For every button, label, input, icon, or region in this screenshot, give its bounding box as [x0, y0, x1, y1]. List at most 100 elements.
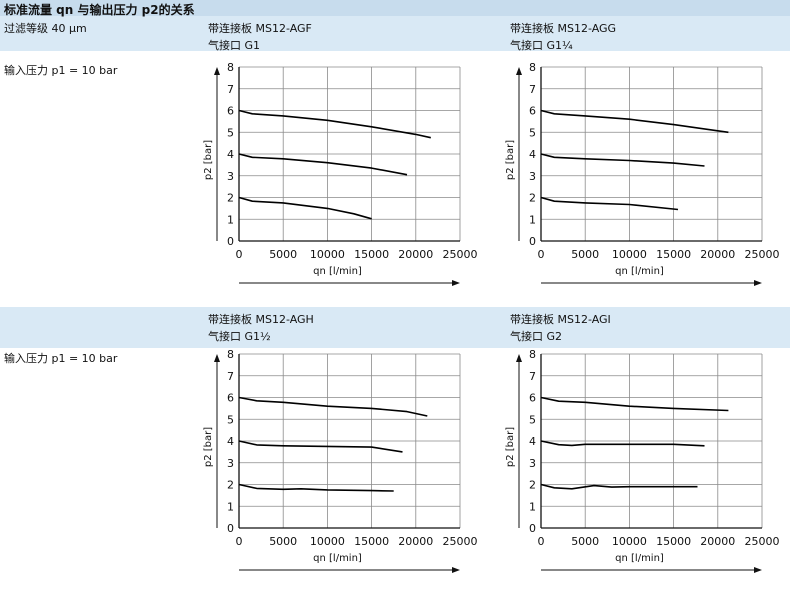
y-tick-label: 0 [529, 522, 536, 535]
y-tick-label: 6 [227, 105, 234, 118]
y-axis-label: p2 [bar] [203, 140, 214, 180]
y-axis-arrowhead [214, 67, 220, 75]
y-tick-label: 0 [227, 235, 234, 248]
y-tick-label: 4 [529, 435, 536, 448]
panel-4-plate: 带连接板 MS12-AGI [510, 313, 611, 326]
chart-agi: 0 5000 10000 15000 20000 25000 0 1 2 3 4 5 6 7 8 qn [l/… [505, 348, 780, 573]
chart-agf: 0 5000 10000 15000 20000 25000 0 1 2 3 4 5 6 7 8 qn [l/… [203, 61, 478, 286]
y-tick-label: 6 [529, 392, 536, 405]
x-axis-label: qn [l/min] [615, 553, 664, 564]
y-tick-label: 3 [227, 170, 234, 183]
chart-agh: 0 5000 10000 15000 20000 25000 0 1 2 3 4 5 6 7 8 qn [l/… [203, 348, 478, 573]
y-tick-label: 0 [529, 235, 536, 248]
y-tick-label: 3 [529, 457, 536, 470]
x-tick-label: 15000 [354, 535, 389, 548]
x-tick-label: 0 [538, 248, 545, 261]
x-tick-label: 20000 [398, 535, 433, 548]
x-tick-label: 20000 [398, 248, 433, 261]
y-tick-label: 3 [227, 457, 234, 470]
series-line-1 [238, 396, 428, 417]
y-axis-arrowhead [214, 354, 220, 362]
series-line-3 [238, 483, 394, 492]
y-tick-label: 4 [227, 435, 234, 448]
x-tick-label: 5000 [571, 248, 599, 261]
x-tick-label: 10000 [310, 248, 345, 261]
panel-4-port: 气接口 G2 [510, 330, 563, 343]
y-tick-label: 3 [529, 170, 536, 183]
x-axis-label: qn [l/min] [615, 266, 664, 277]
series-line-2 [238, 153, 408, 176]
y-tick-label: 1 [529, 213, 536, 226]
input-pressure-label-1: 输入压力 p1 = 10 bar [4, 64, 118, 77]
y-tick-label: 2 [529, 479, 536, 492]
y-tick-label: 7 [227, 370, 234, 383]
x-tick-label: 15000 [656, 535, 691, 548]
y-tick-label: 8 [227, 348, 234, 361]
panel-3-plate: 带连接板 MS12-AGH [208, 313, 314, 326]
panel-3-port: 气接口 G1½ [208, 330, 271, 343]
series-line-3 [238, 196, 372, 220]
y-axis-arrowhead [516, 67, 522, 75]
y-axis-arrowhead [516, 354, 522, 362]
x-tick-label: 5000 [269, 248, 297, 261]
y-tick-label: 4 [529, 148, 536, 161]
series-line-2 [540, 440, 705, 447]
x-axis-arrowhead [452, 567, 460, 573]
x-axis-arrowhead [452, 280, 460, 286]
y-tick-label: 1 [227, 213, 234, 226]
series-line-3 [540, 196, 679, 211]
y-tick-label: 8 [227, 61, 234, 74]
y-tick-label: 5 [227, 413, 234, 426]
y-tick-label: 5 [529, 413, 536, 426]
x-tick-label: 25000 [443, 248, 478, 261]
y-tick-label: 5 [227, 126, 234, 139]
x-tick-label: 20000 [700, 248, 735, 261]
y-axis-label: p2 [bar] [505, 140, 516, 180]
x-tick-label: 10000 [612, 248, 647, 261]
chart-agg: 0 5000 10000 15000 20000 25000 0 1 2 3 4 5 6 7 8 qn [l/… [505, 61, 780, 286]
series-line-1 [540, 109, 729, 134]
y-tick-label: 7 [529, 370, 536, 383]
x-tick-label: 25000 [443, 535, 478, 548]
x-tick-label: 0 [236, 248, 243, 261]
x-tick-label: 15000 [656, 248, 691, 261]
header-band-2 [0, 307, 790, 348]
panel-2-port: 气接口 G1¼ [510, 39, 573, 52]
y-tick-label: 7 [227, 83, 234, 96]
x-axis-label: qn [l/min] [313, 553, 362, 564]
x-tick-label: 10000 [612, 535, 647, 548]
page-title: 标准流量 qn 与输出压力 p2的关系 [4, 3, 195, 17]
x-tick-label: 20000 [700, 535, 735, 548]
y-tick-label: 7 [529, 83, 536, 96]
panel-1-plate: 带连接板 MS12-AGF [208, 22, 312, 35]
panel-1-port: 气接口 G1 [208, 39, 261, 52]
input-pressure-label-2: 输入压力 p1 = 10 bar [4, 352, 118, 365]
y-tick-label: 5 [529, 126, 536, 139]
x-tick-label: 5000 [269, 535, 297, 548]
y-tick-label: 0 [227, 522, 234, 535]
x-tick-label: 0 [236, 535, 243, 548]
x-tick-label: 5000 [571, 535, 599, 548]
title-bar [0, 0, 790, 16]
series-line-1 [540, 396, 729, 412]
x-tick-label: 10000 [310, 535, 345, 548]
y-tick-label: 1 [227, 500, 234, 513]
panel-2-plate: 带连接板 MS12-AGG [510, 22, 617, 35]
y-tick-label: 1 [529, 500, 536, 513]
x-axis-label: qn [l/min] [313, 266, 362, 277]
y-tick-label: 6 [529, 105, 536, 118]
x-tick-label: 25000 [745, 248, 780, 261]
x-tick-label: 15000 [354, 248, 389, 261]
y-axis-label: p2 [bar] [505, 427, 516, 467]
y-tick-label: 2 [227, 479, 234, 492]
y-tick-label: 8 [529, 348, 536, 361]
x-tick-label: 0 [538, 535, 545, 548]
x-axis-arrowhead [754, 280, 762, 286]
x-axis-arrowhead [754, 567, 762, 573]
filter-grade-label: 过滤等级 40 µm [4, 22, 87, 35]
y-axis-label: p2 [bar] [203, 427, 214, 467]
y-tick-label: 2 [227, 192, 234, 205]
series-line-2 [540, 153, 705, 167]
y-tick-label: 8 [529, 61, 536, 74]
y-tick-label: 6 [227, 392, 234, 405]
